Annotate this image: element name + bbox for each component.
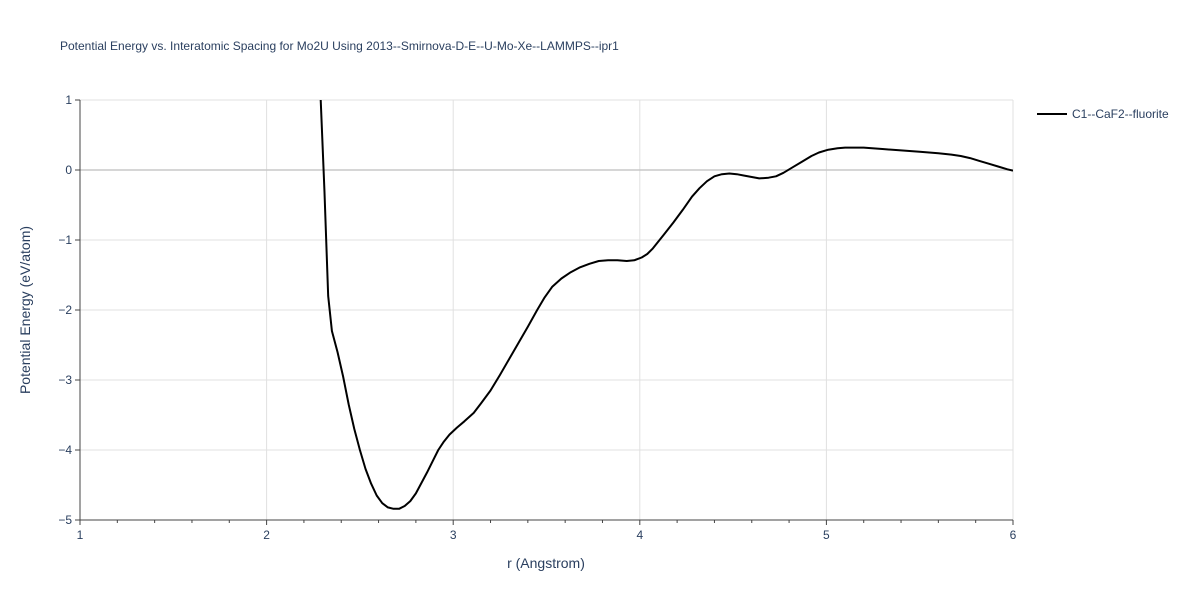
legend[interactable]: C1--CaF2--fluorite — [1037, 107, 1169, 121]
legend-label-c1-caf2-fluorite[interactable]: C1--CaF2--fluorite — [1072, 107, 1169, 121]
x-tick-label: 3 — [450, 528, 457, 542]
series-line-c1-caf2-fluorite[interactable] — [319, 99, 1013, 510]
axis-layer: 1 2 3 4 5 6 −5 −4 −3 −2 −1 0 1 — [58, 93, 1016, 542]
y-tick-label: −1 — [58, 233, 72, 247]
y-axis-title: Potential Energy (eV/atom) — [17, 226, 33, 394]
x-tick-label: 2 — [263, 528, 270, 542]
x-tick-label: 6 — [1010, 528, 1017, 542]
y-tick-label: 1 — [65, 93, 72, 107]
series-layer — [319, 99, 1013, 510]
x-tick-label: 5 — [823, 528, 830, 542]
x-tick-label: 4 — [636, 528, 643, 542]
x-tick-label: 1 — [77, 528, 84, 542]
y-tick-label: −5 — [58, 513, 72, 527]
y-tick-label: −2 — [58, 303, 72, 317]
y-tick-label: −3 — [58, 373, 72, 387]
y-tick-label: 0 — [65, 163, 72, 177]
grid-layer — [80, 99, 1014, 520]
x-axis-title: r (Angstrom) — [507, 555, 585, 571]
chart-title: Potential Energy vs. Interatomic Spacing… — [60, 39, 619, 53]
y-tick-label: −4 — [58, 443, 72, 457]
